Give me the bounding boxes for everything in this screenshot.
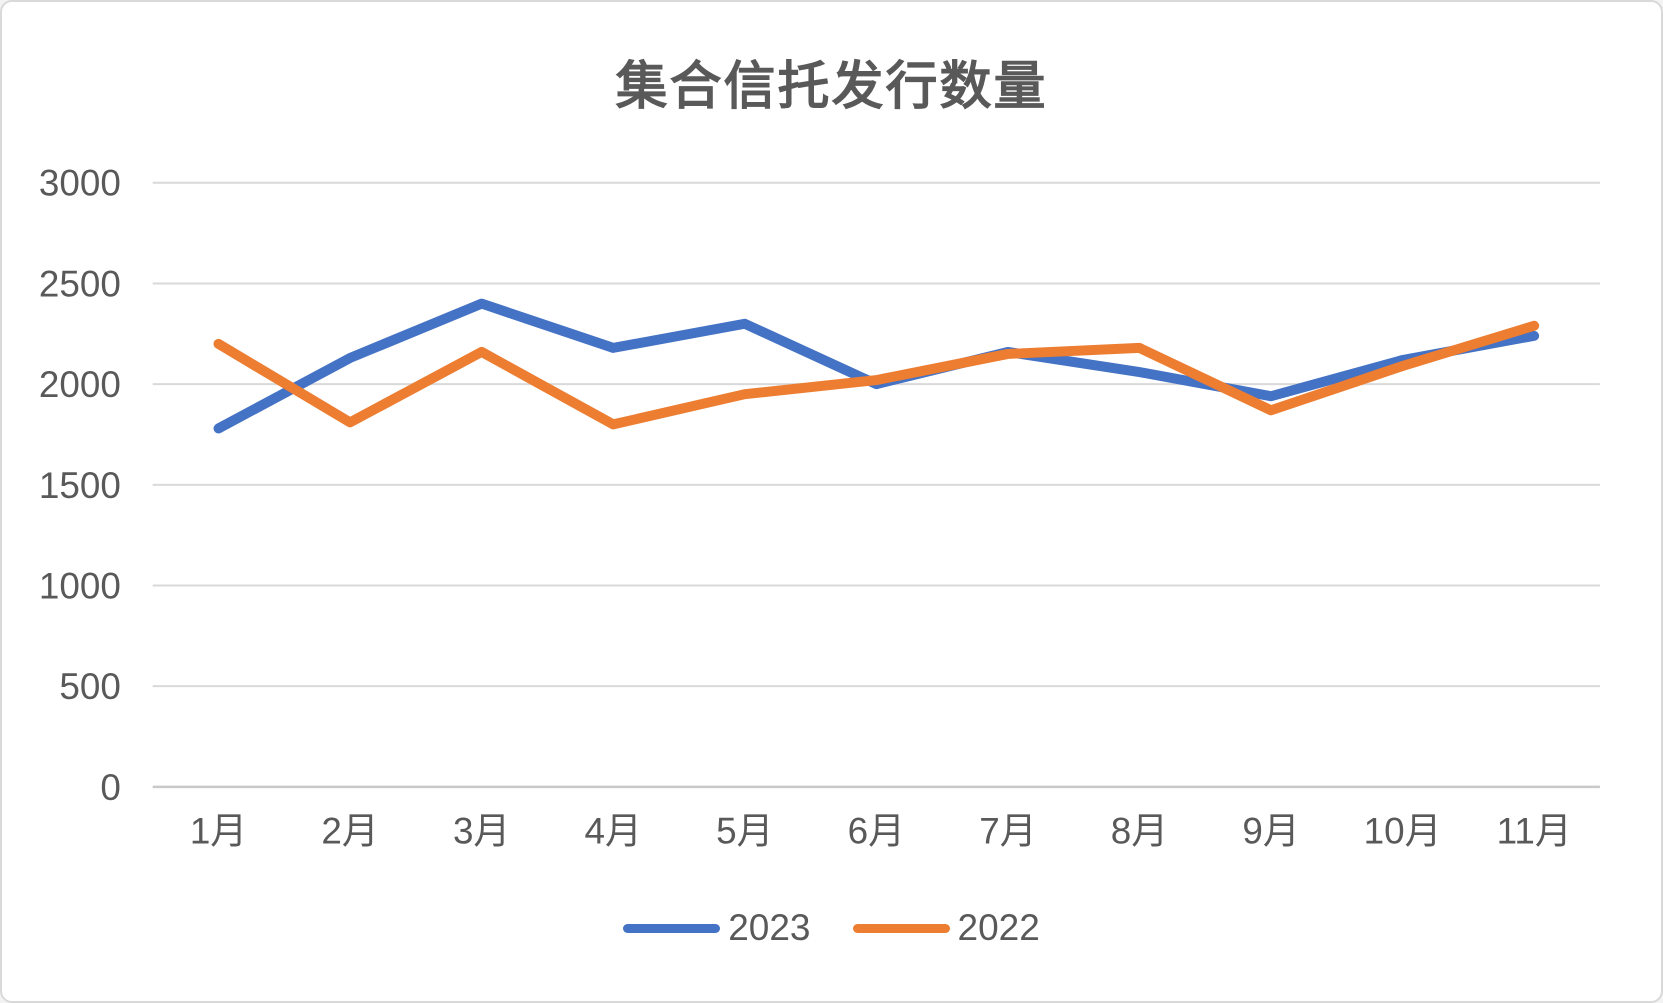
x-tick-label: 4月	[585, 811, 642, 852]
y-tick-label: 1500	[39, 465, 121, 506]
y-tick-label: 3000	[39, 163, 121, 204]
chart-title: 集合信托发行数量	[615, 58, 1048, 116]
legend-entry-2023: 2023	[623, 907, 811, 949]
y-tick-label: 0	[100, 767, 121, 808]
y-tick-label: 2000	[39, 364, 121, 405]
legend-entry-2022: 2022	[852, 907, 1040, 949]
x-tick-label: 9月	[1242, 811, 1299, 852]
y-tick-label: 2500	[39, 263, 121, 304]
legend-label: 2023	[728, 907, 811, 948]
x-tick-label: 2月	[321, 811, 378, 852]
x-tick-label: 5月	[716, 811, 773, 852]
y-tick-label: 1000	[39, 565, 121, 606]
chart-legend: 2023 2022	[2, 907, 1661, 949]
x-tick-label: 8月	[1111, 811, 1168, 852]
legend-label: 2022	[957, 907, 1040, 948]
x-tick-label: 6月	[848, 811, 905, 852]
legend-swatch-2023	[623, 923, 721, 933]
x-tick-label: 11月	[1497, 811, 1572, 852]
series-line-2022	[213, 320, 1540, 430]
series-line-2023	[213, 298, 1540, 434]
x-tick-label: 1月	[190, 811, 247, 852]
x-tick-label: 3月	[453, 811, 510, 852]
x-tick-label: 7月	[979, 811, 1036, 852]
legend-swatch-2022	[852, 923, 950, 933]
y-tick-label: 500	[59, 666, 120, 707]
x-tick-label: 10月	[1364, 811, 1442, 852]
